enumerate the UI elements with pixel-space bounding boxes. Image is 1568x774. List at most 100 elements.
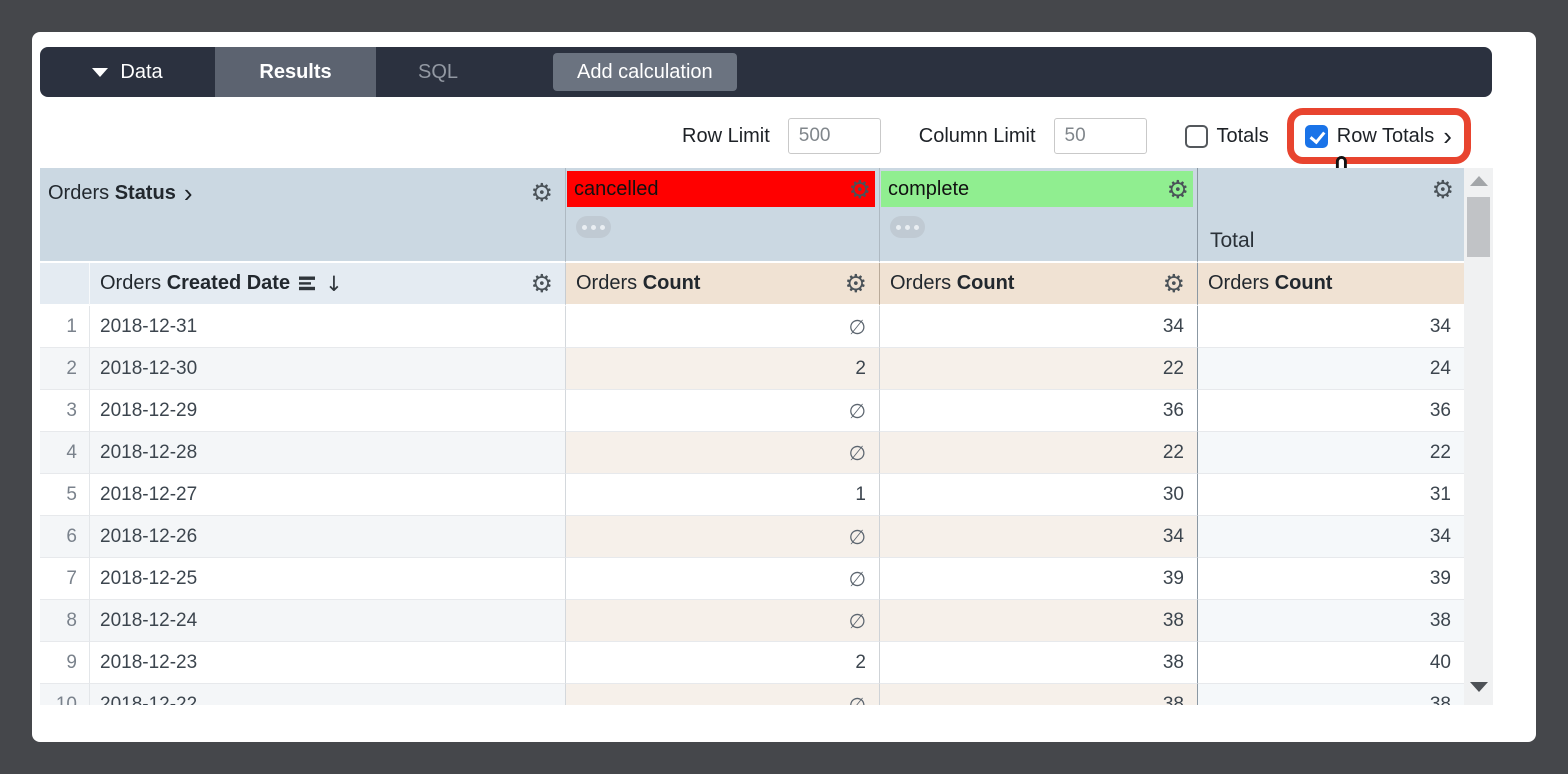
date-cell[interactable]: 2018-12-31 bbox=[90, 306, 566, 348]
add-calculation-button[interactable]: Add calculation bbox=[553, 53, 737, 91]
row-number: 3 bbox=[40, 390, 90, 432]
vertical-scrollbar[interactable] bbox=[1464, 168, 1493, 705]
table-row: 1 2018-12-31 ∅ 34 34 bbox=[40, 306, 1464, 348]
scroll-up-icon[interactable] bbox=[1470, 176, 1488, 186]
chevron-right-icon: › bbox=[1443, 121, 1452, 151]
pivot-dimension-header[interactable]: Orders Status › ⚙ bbox=[40, 168, 566, 263]
row-number-gutter-header bbox=[40, 263, 90, 306]
complete-count-cell[interactable]: 38 bbox=[880, 642, 1198, 684]
row-number: 8 bbox=[40, 600, 90, 642]
complete-count-cell[interactable]: 39 bbox=[880, 558, 1198, 600]
scroll-down-icon[interactable] bbox=[1470, 682, 1488, 692]
totals-label: Totals bbox=[1216, 124, 1269, 147]
cancelled-count-cell[interactable]: ∅ bbox=[566, 558, 880, 600]
row-number: 2 bbox=[40, 348, 90, 390]
date-cell[interactable]: 2018-12-30 bbox=[90, 348, 566, 390]
complete-count-cell[interactable]: 34 bbox=[880, 516, 1198, 558]
row-number: 9 bbox=[40, 642, 90, 684]
pivot-tag-cancelled[interactable]: cancelled ⚙ bbox=[567, 171, 875, 207]
cancelled-count-cell[interactable]: ∅ bbox=[566, 516, 880, 558]
tab-results[interactable]: Results bbox=[215, 47, 376, 97]
ellipsis-menu-icon[interactable] bbox=[576, 216, 611, 238]
date-cell[interactable]: 2018-12-28 bbox=[90, 432, 566, 474]
complete-count-cell[interactable]: 30 bbox=[880, 474, 1198, 516]
tab-results-label: Results bbox=[259, 60, 332, 83]
date-cell[interactable]: 2018-12-24 bbox=[90, 600, 566, 642]
pivot-header-row: Orders Status › ⚙ cancelled ⚙ complete bbox=[40, 168, 1464, 263]
chevron-right-icon: › bbox=[183, 178, 193, 208]
cancelled-count-cell[interactable]: 1 bbox=[566, 474, 880, 516]
row-total-cell[interactable]: 39 bbox=[1198, 558, 1464, 600]
cancelled-count-cell[interactable]: ∅ bbox=[566, 600, 880, 642]
created-date-column-header[interactable]: Orders Created Date ↓ ⚙ bbox=[90, 263, 566, 306]
row-total-cell[interactable]: 24 bbox=[1198, 348, 1464, 390]
chevron-down-icon bbox=[92, 67, 109, 77]
row-number: 1 bbox=[40, 306, 90, 348]
table-body: 1 2018-12-31 ∅ 34 34 2 2018-12-30 2 22 2… bbox=[40, 306, 1464, 705]
row-total-cell[interactable]: 31 bbox=[1198, 474, 1464, 516]
totals-checkbox[interactable] bbox=[1184, 124, 1208, 148]
table-row: 5 2018-12-27 1 30 31 bbox=[40, 474, 1464, 516]
complete-count-cell[interactable]: 34 bbox=[880, 306, 1198, 348]
complete-count-cell[interactable]: 38 bbox=[880, 684, 1198, 705]
row-totals-annotation: Row Totals › bbox=[1286, 108, 1471, 199]
gear-icon[interactable]: ⚙ bbox=[1162, 269, 1185, 298]
complete-count-cell[interactable]: 36 bbox=[880, 390, 1198, 432]
row-number: 4 bbox=[40, 432, 90, 474]
date-cell[interactable]: 2018-12-27 bbox=[90, 474, 566, 516]
tab-sql[interactable]: SQL bbox=[376, 47, 500, 97]
row-total-cell[interactable]: 34 bbox=[1198, 516, 1464, 558]
row-total-cell[interactable]: 38 bbox=[1198, 600, 1464, 642]
gear-icon[interactable]: ⚙ bbox=[844, 269, 867, 298]
gear-icon[interactable]: ⚙ bbox=[848, 174, 871, 204]
pivot-tag-complete[interactable]: complete ⚙ bbox=[881, 171, 1193, 207]
row-total-cell[interactable]: 38 bbox=[1198, 684, 1464, 705]
scrollbar-thumb[interactable] bbox=[1467, 197, 1490, 257]
date-cell[interactable]: 2018-12-26 bbox=[90, 516, 566, 558]
cancelled-count-cell[interactable]: ∅ bbox=[566, 390, 880, 432]
cancelled-count-cell[interactable]: ∅ bbox=[566, 306, 880, 348]
row-limit-input[interactable] bbox=[787, 118, 881, 154]
row-totals-label: Row Totals bbox=[1336, 124, 1435, 147]
orders-count-header-total[interactable]: Orders Count bbox=[1198, 263, 1464, 306]
table-row: 10 2018-12-22 ∅ 38 38 bbox=[40, 684, 1464, 705]
pivot-value-cancelled: cancelled ⚙ bbox=[566, 168, 880, 263]
total-label: Total bbox=[1210, 229, 1255, 252]
cancelled-count-cell[interactable]: ∅ bbox=[566, 684, 880, 705]
cancelled-count-cell[interactable]: ∅ bbox=[566, 432, 880, 474]
complete-count-cell[interactable]: 22 bbox=[880, 348, 1198, 390]
complete-count-cell[interactable]: 38 bbox=[880, 600, 1198, 642]
date-cell[interactable]: 2018-12-23 bbox=[90, 642, 566, 684]
row-total-cell[interactable]: 40 bbox=[1198, 642, 1464, 684]
table-row: 7 2018-12-25 ∅ 39 39 bbox=[40, 558, 1464, 600]
row-total-cell[interactable]: 36 bbox=[1198, 390, 1464, 432]
date-cell[interactable]: 2018-12-29 bbox=[90, 390, 566, 432]
ellipsis-menu-icon[interactable] bbox=[890, 216, 925, 238]
table-row: 2 2018-12-30 2 22 24 bbox=[40, 348, 1464, 390]
date-cell[interactable]: 2018-12-25 bbox=[90, 558, 566, 600]
table-row: 3 2018-12-29 ∅ 36 36 bbox=[40, 390, 1464, 432]
row-limit-label: Row Limit bbox=[682, 124, 770, 147]
data-section-toggle[interactable]: Data bbox=[40, 47, 215, 97]
cancelled-count-cell[interactable]: 2 bbox=[566, 642, 880, 684]
complete-count-cell[interactable]: 22 bbox=[880, 432, 1198, 474]
table-row: 4 2018-12-28 ∅ 22 22 bbox=[40, 432, 1464, 474]
gear-icon[interactable]: ⚙ bbox=[1166, 174, 1189, 204]
column-limit-label: Column Limit bbox=[918, 124, 1036, 147]
gear-icon[interactable]: ⚙ bbox=[1431, 175, 1454, 204]
results-table: Orders Status › ⚙ cancelled ⚙ complete bbox=[40, 168, 1493, 705]
pivot-value-complete: complete ⚙ bbox=[880, 168, 1198, 263]
row-total-cell[interactable]: 34 bbox=[1198, 306, 1464, 348]
sort-descending-icon[interactable]: ↓ bbox=[325, 271, 343, 296]
cancelled-count-cell[interactable]: 2 bbox=[566, 348, 880, 390]
gear-icon[interactable]: ⚙ bbox=[530, 269, 553, 298]
orders-count-header-cancelled[interactable]: Orders Count ⚙ bbox=[566, 263, 880, 306]
row-total-cell[interactable]: 22 bbox=[1198, 432, 1464, 474]
column-header-row: Orders Created Date ↓ ⚙ Orders Count ⚙ bbox=[40, 263, 1464, 306]
orders-count-header-complete[interactable]: Orders Count ⚙ bbox=[880, 263, 1198, 306]
data-section-label: Data bbox=[120, 60, 163, 83]
column-limit-input[interactable] bbox=[1053, 118, 1147, 154]
gear-icon[interactable]: ⚙ bbox=[530, 178, 553, 207]
date-cell[interactable]: 2018-12-22 bbox=[90, 684, 566, 705]
row-totals-checkbox[interactable] bbox=[1304, 124, 1328, 148]
